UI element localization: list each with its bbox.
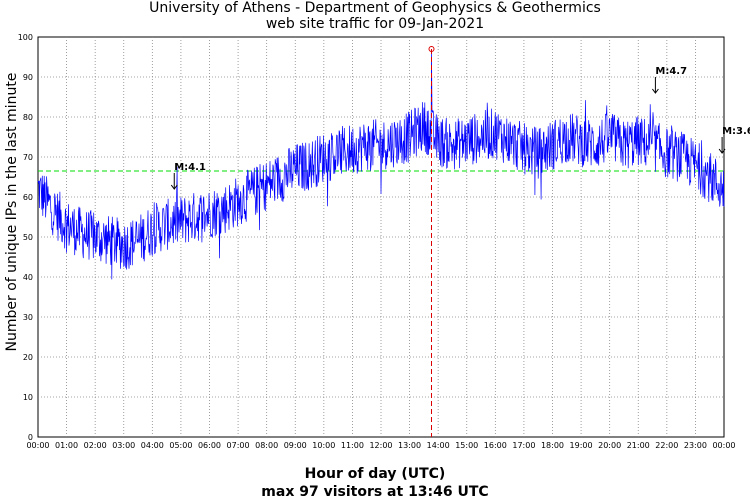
x-tick-label: 13:00 xyxy=(398,441,421,450)
x-tick-label: 08:00 xyxy=(255,441,278,450)
x-tick-label: 16:00 xyxy=(484,441,507,450)
x-axis-label: Hour of day (UTC) xyxy=(304,466,446,482)
x-tick-label: 00:00 xyxy=(26,441,49,450)
x-tick-label: 03:00 xyxy=(112,441,135,450)
x-tick-label: 11:00 xyxy=(341,441,364,450)
quake-arrow-head xyxy=(170,184,178,190)
x-tick-label: 06:00 xyxy=(198,441,221,450)
y-tick-label: 80 xyxy=(23,113,33,122)
y-tick-label: 40 xyxy=(23,273,33,282)
y-tick-label: 70 xyxy=(23,153,33,162)
quake-annotation-label: M:3.6 xyxy=(722,126,750,137)
x-tick-label: 05:00 xyxy=(169,441,192,450)
x-tick-label: 22:00 xyxy=(655,441,678,450)
max-visitors-note: max 97 visitors at 13:46 UTC xyxy=(261,484,489,500)
x-tick-label: 07:00 xyxy=(227,441,250,450)
y-tick-labels: 0 10 20 30 40 50 60 70 80 90 100 xyxy=(18,33,33,442)
quake-arrow-head xyxy=(652,88,659,94)
x-tick-label: 10:00 xyxy=(312,441,335,450)
x-tick-label: 21:00 xyxy=(627,441,650,450)
y-tick-label: 10 xyxy=(23,393,33,402)
x-tick-label: 14:00 xyxy=(427,441,450,450)
chart-subtitle: web site traffic for 09-Jan-2021 xyxy=(265,16,485,32)
x-tick-label: 17:00 xyxy=(512,441,535,450)
x-tick-label: 19:00 xyxy=(570,441,593,450)
y-tick-label: 90 xyxy=(23,73,33,82)
y-tick-label: 60 xyxy=(23,193,33,202)
x-tick-label: 09:00 xyxy=(284,441,307,450)
x-tick-label: 15:00 xyxy=(455,441,478,450)
x-tick-label: 00:00 xyxy=(712,441,735,450)
chart-title: University of Athens - Department of Geo… xyxy=(149,0,601,16)
x-tick-label: 18:00 xyxy=(541,441,564,450)
y-tick-label: 0 xyxy=(28,433,33,442)
x-tick-label: 20:00 xyxy=(598,441,621,450)
x-tick-label: 04:00 xyxy=(141,441,164,450)
y-tick-label: 30 xyxy=(23,313,33,322)
traffic-series-line xyxy=(37,48,725,280)
x-tick-label: 23:00 xyxy=(684,441,707,450)
x-tick-label: 02:00 xyxy=(84,441,107,450)
plot-area: M:4.1 M:4.7 M:3.6 xyxy=(37,46,750,437)
x-tick-labels: 00:00 01:00 02:00 03:00 04:00 05:00 06:00 07:00… xyxy=(26,441,735,450)
y-tick-label: 50 xyxy=(23,233,33,242)
x-tick-label: 12:00 xyxy=(369,441,392,450)
y-tick-label: 100 xyxy=(18,33,33,42)
y-tick-label: 20 xyxy=(23,353,33,362)
quake-annotation-label: M:4.7 xyxy=(655,66,687,77)
quake-arrow-head xyxy=(718,148,726,154)
x-tick-label: 01:00 xyxy=(55,441,78,450)
max-marker-point xyxy=(428,46,435,52)
quake-annotation-label: M:4.1 xyxy=(174,162,206,173)
